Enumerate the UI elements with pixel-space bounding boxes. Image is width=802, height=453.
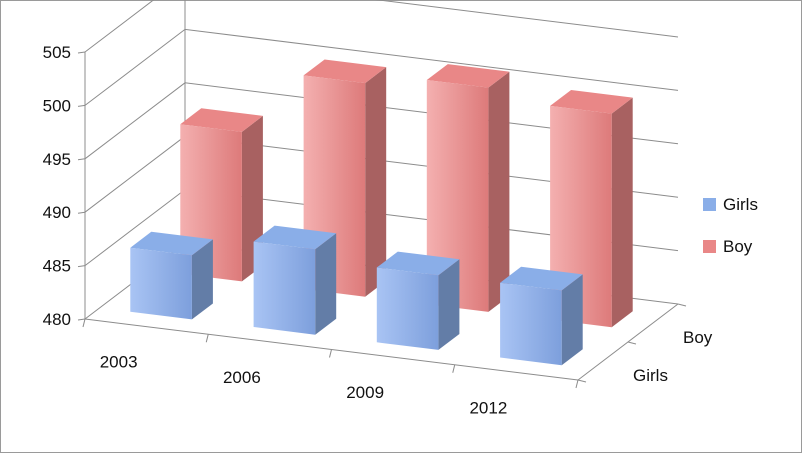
- value-tick-label: 480: [43, 310, 71, 329]
- bar-side: [315, 233, 337, 335]
- bar-side: [438, 259, 460, 350]
- bar-side: [488, 71, 510, 312]
- value-tick-label: 500: [43, 96, 71, 115]
- category-tick-mark: [575, 379, 579, 389]
- bar-boy-2009: [426, 64, 510, 312]
- legend-label-girls: Girls: [723, 195, 758, 214]
- value-tick-mark: [77, 318, 86, 321]
- value-tick-mark: [77, 265, 86, 268]
- bar-top: [376, 251, 460, 276]
- value-tick-label: 485: [43, 257, 71, 276]
- value-tick-mark: [77, 158, 86, 161]
- bar-top: [426, 64, 510, 88]
- bar-top: [303, 59, 387, 84]
- bar-front: [253, 241, 316, 335]
- category-label: 2003: [100, 353, 138, 372]
- bar-front: [130, 247, 192, 320]
- bar-girls-2006: [253, 225, 337, 335]
- depth-tick-mark: [677, 303, 687, 307]
- bar-front: [500, 282, 562, 366]
- legend-swatch-boy: [703, 240, 716, 253]
- bar-top: [253, 225, 337, 250]
- category-label: 2009: [346, 383, 384, 402]
- bar-side: [191, 239, 213, 320]
- depth-label: Girls: [633, 366, 668, 385]
- value-tick-mark: [77, 104, 86, 107]
- category-tick-mark: [82, 318, 86, 328]
- bar-front: [426, 80, 489, 312]
- bar-top: [180, 108, 263, 132]
- gridline-505: [84, 0, 679, 53]
- category-tick-mark: [205, 334, 209, 343]
- bar-side: [561, 274, 583, 366]
- labels: 480 485 490 495 500 505 2003 2006 2009 2012 Boy Gir…: [43, 43, 713, 417]
- bar-boy-2012: [550, 90, 633, 328]
- bar-side: [611, 97, 633, 328]
- bar-top: [130, 231, 213, 256]
- bar-top: [550, 90, 633, 114]
- value-tick-mark: [77, 211, 86, 214]
- bar-girls-2009: [376, 251, 460, 350]
- legend-label-boy: Boy: [723, 237, 753, 256]
- legend: Girls Boy: [703, 195, 758, 256]
- depth-tick-mark: [627, 341, 637, 345]
- bar-front: [550, 105, 612, 328]
- bar-front: [376, 267, 439, 350]
- bar-girls-2012: [500, 266, 583, 366]
- value-tick-label: 490: [43, 203, 71, 222]
- bar-girls-2003: [130, 231, 213, 320]
- category-label: 2012: [469, 398, 507, 417]
- bar-top: [500, 266, 583, 291]
- axes: [77, 51, 687, 389]
- bars: [130, 59, 633, 366]
- value-tick-label: 505: [43, 43, 71, 62]
- depth-tick-mark: [577, 379, 587, 383]
- category-tick-mark: [329, 349, 332, 358]
- value-tick-label: 495: [43, 150, 71, 169]
- legend-swatch-girls: [703, 198, 716, 211]
- category-label: 2006: [223, 368, 261, 387]
- value-tick-mark: [77, 51, 86, 54]
- bar-side: [365, 67, 387, 297]
- depth-label: Boy: [683, 328, 713, 347]
- category-tick-mark: [452, 364, 456, 373]
